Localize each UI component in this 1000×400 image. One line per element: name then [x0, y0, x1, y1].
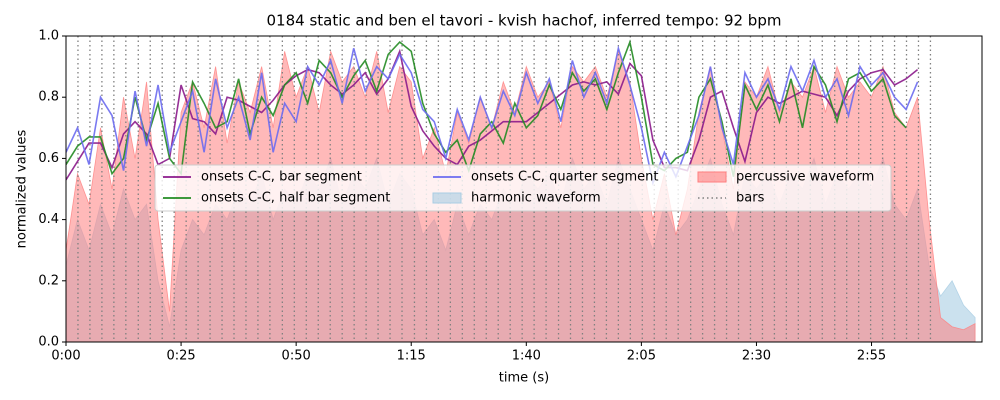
- legend-swatch: [432, 192, 462, 204]
- legend-label: onsets C-C, quarter segment: [471, 170, 658, 185]
- y-axis-label: normalized values: [15, 129, 30, 248]
- y-tick-label: 1.0: [38, 29, 59, 44]
- series-line: [66, 39, 907, 177]
- plot-frame: [65, 35, 983, 343]
- y-tick-label: 0.4: [38, 212, 59, 227]
- legend-label: harmonic waveform: [471, 191, 601, 206]
- series-line: [66, 45, 919, 186]
- legend: onsets C-C, bar segment onsets C-C, half …: [154, 164, 892, 212]
- x-tick-label: 1:40: [512, 349, 541, 364]
- x-axis-label: time (s): [499, 371, 549, 386]
- y-tick-label: 0.8: [38, 90, 59, 105]
- x-tick-label: 1:15: [397, 349, 426, 364]
- x-tick-label: 0:50: [282, 349, 311, 364]
- y-tick-label: 0.0: [38, 335, 59, 350]
- x-tick-label: 0:25: [166, 349, 195, 364]
- y-tick-label: 0.2: [38, 273, 59, 288]
- legend-label: percussive waveform: [736, 170, 874, 185]
- legend-swatch: [697, 171, 727, 183]
- x-tick-label: 2:30: [742, 349, 771, 364]
- chart-title: 0184 static and ben el tavori - kvish ha…: [267, 12, 782, 30]
- y-tick-label: 0.6: [38, 151, 59, 166]
- legend-label: onsets C-C, half bar segment: [201, 191, 390, 206]
- legend-label: onsets C-C, bar segment: [201, 170, 362, 185]
- x-tick-label: 2:55: [857, 349, 886, 364]
- x-tick-label: 0:00: [51, 349, 80, 364]
- x-tick-label: 2:05: [627, 349, 656, 364]
- legend-label: bars: [736, 191, 765, 206]
